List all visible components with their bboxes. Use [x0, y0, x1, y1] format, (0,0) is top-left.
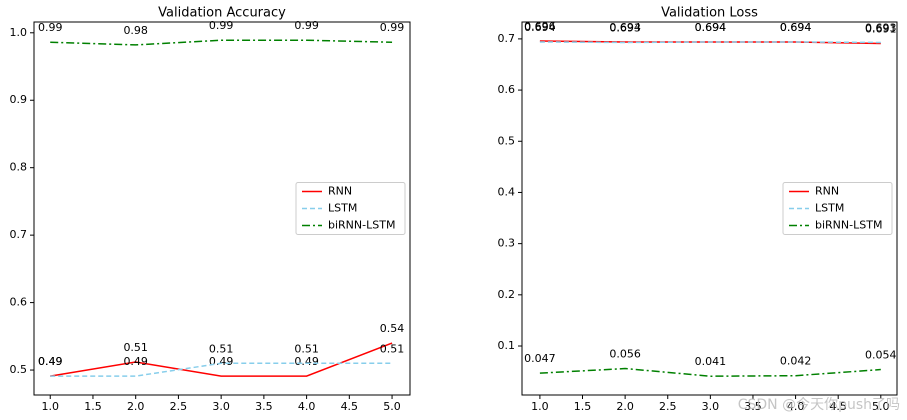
legend-label: RNN: [815, 185, 839, 198]
y-tick-label: 1.0: [10, 26, 28, 39]
data-label: 0.51: [123, 341, 148, 354]
data-label: 0.694: [524, 21, 556, 34]
y-tick-label: 0.6: [498, 83, 516, 96]
data-label: 0.694: [780, 21, 812, 34]
x-tick-label: 3.5: [744, 400, 762, 413]
x-tick-label: 1.5: [574, 400, 592, 413]
data-label: 0.693: [609, 21, 641, 34]
plot-frame: [33, 21, 411, 396]
data-label: 0.49: [38, 355, 63, 368]
data-label: 0.694: [609, 21, 641, 34]
legend-label: LSTM: [815, 202, 844, 215]
legend-label: biRNN-LSTM: [815, 219, 882, 232]
data-label: 0.99: [38, 21, 63, 34]
legend-label: LSTM: [328, 202, 357, 215]
chart-title: Validation Accuracy: [158, 6, 286, 21]
data-label: 0.054: [865, 349, 897, 362]
y-tick-label: 0.4: [498, 185, 516, 198]
x-tick-label: 5.0: [872, 400, 890, 413]
x-tick-label: 2.5: [170, 400, 188, 413]
x-tick-label: 1.0: [531, 400, 549, 413]
data-label: 0.49: [294, 355, 319, 368]
y-tick-label: 0.1: [498, 339, 516, 352]
series-line: [50, 362, 393, 377]
y-tick-label: 0.7: [498, 32, 516, 45]
x-tick-label: 2.0: [127, 400, 145, 413]
legend-label: RNN: [328, 185, 352, 198]
data-label: 0.694: [780, 21, 812, 34]
y-tick-label: 0.3: [498, 237, 516, 250]
plot-frame: [521, 21, 898, 396]
x-tick-label: 3.0: [702, 400, 720, 413]
x-tick-label: 2.5: [659, 400, 677, 413]
legend-box: [295, 182, 406, 235]
legend-box: [782, 182, 893, 235]
data-label: 0.694: [695, 21, 727, 34]
data-label: 0.49: [38, 355, 63, 368]
x-tick-label: 1.0: [41, 400, 59, 413]
data-label: 0.54: [380, 322, 405, 335]
x-tick-label: 4.5: [829, 400, 847, 413]
data-label: 0.696: [524, 20, 556, 33]
x-tick-label: 4.0: [787, 400, 805, 413]
data-label: 0.51: [209, 342, 234, 355]
x-tick-label: 2.0: [616, 400, 634, 413]
data-label: 0.99: [209, 19, 234, 32]
data-label: 0.99: [294, 19, 319, 32]
data-label: 0.691: [865, 22, 897, 35]
series-line: [50, 39, 393, 46]
data-label: 0.51: [380, 342, 405, 355]
chart: Validation Accuracy 1.0 1.5 2.0 2.5 3.0 3.5 4.0…: [10, 6, 411, 413]
series-line: [539, 41, 881, 44]
x-tick-label: 5.0: [383, 400, 401, 413]
data-label: 0.042: [780, 355, 812, 368]
data-label: 0.49: [123, 355, 148, 368]
data-label: 0.694: [695, 21, 727, 34]
data-label: 0.51: [294, 342, 319, 355]
data-label: 0.99: [380, 21, 405, 34]
y-tick-label: 0.5: [498, 134, 516, 147]
chart-title: Validation Loss: [661, 6, 758, 21]
y-tick-label: 0.6: [10, 296, 28, 309]
data-label: 0.056: [609, 348, 641, 361]
data-label: 0.047: [524, 352, 556, 365]
y-tick-label: 0.2: [498, 288, 516, 301]
chart: Validation Loss 1.0 1.5 2.0 2.5 3.0 3.5 4.0 4.5 5…: [498, 6, 898, 413]
x-tick-label: 4.0: [298, 400, 316, 413]
y-tick-label: 0.8: [10, 161, 28, 174]
data-label: 0.693: [865, 21, 897, 34]
x-tick-label: 4.5: [341, 400, 359, 413]
y-tick-label: 0.9: [10, 93, 28, 106]
x-tick-label: 1.5: [84, 400, 102, 413]
data-label: 0.041: [695, 355, 727, 368]
legend: RNN LSTM biRNN-LSTM: [782, 182, 893, 235]
x-tick-label: 3.0: [212, 400, 230, 413]
watermark: CSDN @今天你push了吗: [738, 397, 900, 413]
data-label: 0.49: [209, 355, 234, 368]
y-tick-label: 0.7: [10, 228, 28, 241]
x-tick-label: 3.5: [255, 400, 273, 413]
series-line: [539, 367, 881, 377]
y-tick-label: 0.5: [10, 363, 28, 376]
data-label: 0.98: [123, 24, 148, 37]
legend-label: biRNN-LSTM: [328, 219, 395, 232]
legend: RNN LSTM biRNN-LSTM: [295, 182, 406, 235]
series-line: [50, 342, 393, 377]
